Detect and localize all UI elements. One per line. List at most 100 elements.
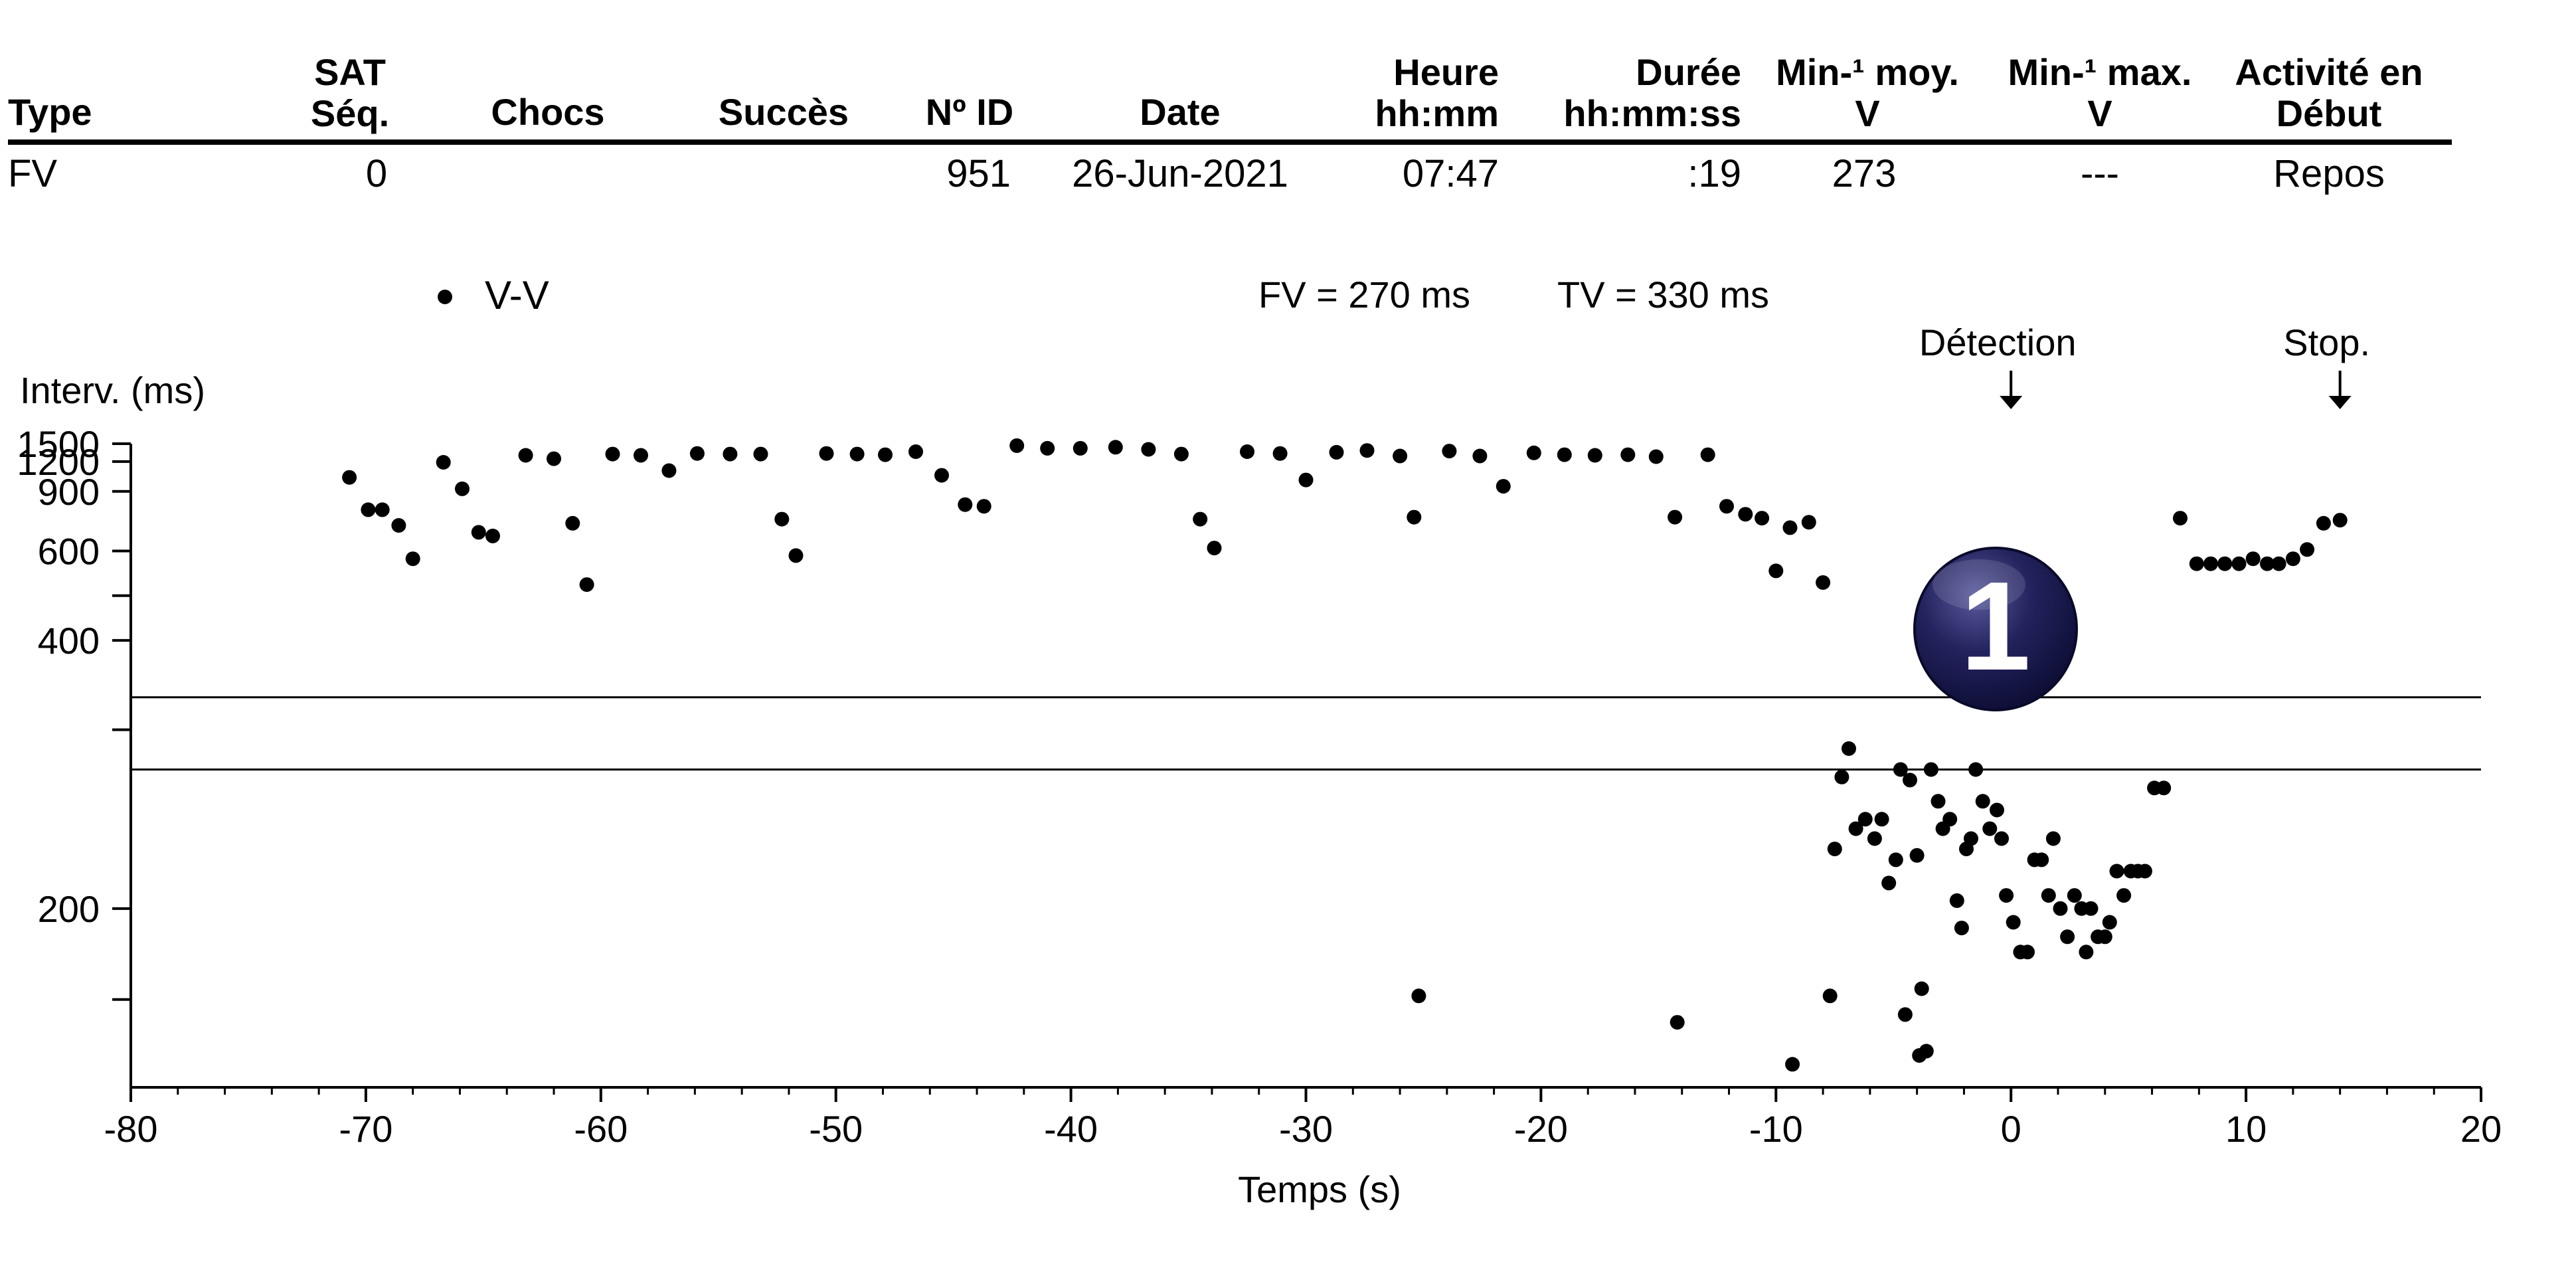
- x-tick-label: -60: [574, 1108, 628, 1150]
- data-point: [1393, 448, 1408, 464]
- data-point: [2217, 556, 2233, 571]
- event-label: Détection: [1919, 321, 2077, 363]
- y-tick-label: 400: [38, 620, 100, 662]
- data-point: [2173, 511, 2188, 526]
- data-point: [1931, 794, 1946, 809]
- episode-badge: 1: [1913, 547, 2078, 711]
- data-point: [2156, 780, 2172, 796]
- header-heure: Heure hh:mm: [1375, 51, 1499, 134]
- episode-badge-number: 1: [1960, 556, 2031, 697]
- header-sat: SAT Séq.: [310, 51, 390, 134]
- data-point: [1999, 888, 2014, 903]
- data-point: [361, 502, 376, 517]
- data-point: [1240, 444, 1254, 459]
- header-succes: Succès: [718, 91, 849, 133]
- data-point: [2316, 515, 2331, 531]
- data-point: [375, 502, 390, 517]
- data-point: [1193, 511, 1208, 527]
- data-point: [819, 446, 834, 461]
- data-point: [1834, 769, 1849, 784]
- cell-activite: Repos: [2273, 152, 2385, 195]
- data-point: [1893, 762, 1908, 777]
- data-point: [934, 468, 949, 483]
- data-point: [1620, 447, 1636, 462]
- event-arrow-head: [2328, 396, 2352, 409]
- data-point: [1700, 447, 1715, 462]
- data-point: [1141, 442, 1156, 457]
- data-point: [391, 518, 406, 533]
- data-point: [2271, 556, 2286, 571]
- data-point: [1755, 511, 1770, 526]
- data-point: [1975, 794, 1990, 809]
- data-point: [2109, 863, 2124, 879]
- x-axis-label: Temps (s): [1238, 1168, 1401, 1210]
- data-point: [1719, 499, 1734, 514]
- x-tick-label: -40: [1044, 1108, 1098, 1150]
- data-point: [2102, 915, 2117, 930]
- data-point: [634, 448, 648, 463]
- data-point: [908, 444, 923, 459]
- x-tick-label: -20: [1514, 1108, 1568, 1150]
- data-point: [471, 525, 486, 540]
- data-point: [2203, 556, 2218, 571]
- data-point: [1272, 446, 1288, 461]
- data-point: [1670, 1015, 1685, 1030]
- data-point: [2189, 556, 2204, 571]
- data-point: [1909, 848, 1925, 863]
- data-point: [1329, 444, 1344, 460]
- data-point: [547, 451, 561, 466]
- data-point: [1842, 741, 1856, 756]
- y-tick-label: 200: [38, 888, 100, 930]
- cell-duree: :19: [1687, 152, 1741, 195]
- data-point: [1954, 921, 1969, 936]
- data-point: [2053, 901, 2068, 916]
- data-point: [605, 446, 620, 462]
- data-point: [1827, 842, 1842, 857]
- data-point: [2300, 542, 2315, 557]
- data-point: [1968, 762, 1984, 777]
- data-point: [1914, 981, 1929, 996]
- cell-sat: 0: [365, 152, 388, 195]
- header-date: Date: [1140, 91, 1221, 133]
- header-chocs: Chocs: [491, 91, 605, 133]
- data-point: [958, 497, 973, 512]
- data-point: [1526, 445, 1541, 460]
- data-point: [661, 463, 677, 478]
- header-moy: Min-¹ moy. V: [1776, 51, 1959, 134]
- data-point: [1040, 440, 1055, 456]
- data-point: [2097, 929, 2112, 945]
- y-tick-label: 1200: [17, 441, 100, 483]
- data-point: [1919, 1044, 1934, 1059]
- data-point: [2231, 556, 2247, 571]
- data-point: [2245, 551, 2261, 567]
- data-point: [1949, 893, 1964, 908]
- data-point: [565, 515, 580, 531]
- data-point: [1442, 444, 1457, 459]
- event-label: Stop.: [2283, 321, 2370, 363]
- data-point: [1964, 831, 1978, 846]
- data-point: [1496, 479, 1511, 494]
- data-point: [878, 447, 893, 462]
- y-tick-label: 900: [38, 471, 100, 513]
- data-point: [2137, 863, 2152, 879]
- data-point: [1359, 443, 1375, 458]
- data-point: [1888, 852, 1903, 867]
- legend: V-V: [438, 273, 549, 318]
- header-max: Min-¹ max. V: [2008, 51, 2192, 134]
- threshold-lines: [131, 696, 2481, 771]
- data-point: [2045, 831, 2061, 846]
- data-point: [1472, 448, 1488, 464]
- data-point: [1867, 831, 1882, 846]
- legend-marker: [438, 290, 452, 304]
- x-tick-label: -10: [1749, 1108, 1803, 1150]
- data-point: [2079, 945, 2094, 960]
- data-point: [1009, 438, 1025, 453]
- data-point: [774, 511, 790, 527]
- data-point: [2034, 852, 2049, 867]
- threshold-label-fv: FV = 270 ms: [1258, 274, 1470, 316]
- y-axis-label: Interv. (ms): [20, 369, 205, 411]
- data-points: [342, 438, 2348, 1072]
- data-point: [455, 481, 470, 496]
- data-point: [2020, 945, 2035, 960]
- header-type: Type: [8, 91, 92, 133]
